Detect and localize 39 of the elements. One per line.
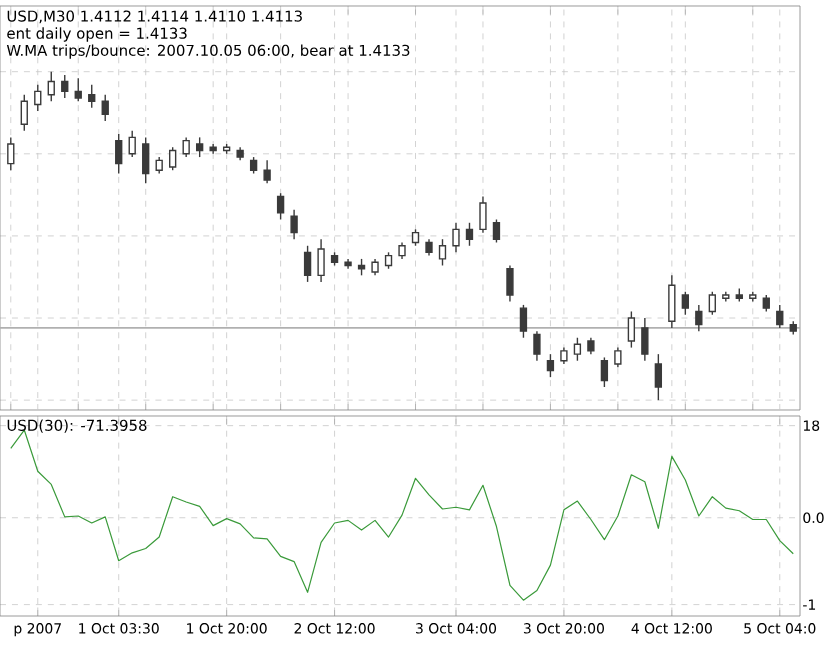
candlestick	[142, 136, 150, 185]
candlestick	[7, 136, 15, 171]
candlestick	[74, 77, 82, 102]
candlestick	[20, 93, 28, 132]
candlestick	[438, 238, 447, 267]
candlestick	[263, 159, 271, 185]
candlestick	[641, 317, 649, 362]
candlestick	[479, 195, 487, 234]
candlestick	[303, 245, 312, 283]
candlestick	[708, 291, 716, 316]
candlestick	[317, 238, 325, 283]
candlestick	[290, 208, 298, 240]
candlestick	[465, 222, 474, 247]
candlestick	[196, 136, 204, 158]
candlestick	[182, 136, 190, 158]
candlestick	[681, 291, 689, 316]
candlestick	[169, 146, 177, 171]
candlestick	[573, 337, 582, 362]
candlestick	[695, 304, 703, 332]
candlestick	[546, 353, 555, 378]
candlestick	[47, 70, 55, 102]
candlestick	[668, 274, 676, 329]
candlestick	[600, 356, 609, 388]
candlestick	[115, 133, 123, 175]
candlestick	[61, 74, 69, 99]
candlestick	[492, 218, 501, 244]
candlestick	[533, 330, 541, 362]
candlestick	[519, 304, 528, 339]
candlestick	[34, 84, 42, 112]
candlestick	[101, 93, 109, 122]
candlestick	[128, 130, 136, 158]
candlestick	[627, 310, 636, 349]
candlestick	[614, 346, 622, 368]
candlestick	[654, 353, 663, 401]
candlestick	[506, 264, 514, 303]
candlestick	[452, 222, 460, 254]
candlestick	[276, 192, 285, 221]
candlestick	[88, 84, 96, 109]
candlestick	[776, 304, 784, 329]
